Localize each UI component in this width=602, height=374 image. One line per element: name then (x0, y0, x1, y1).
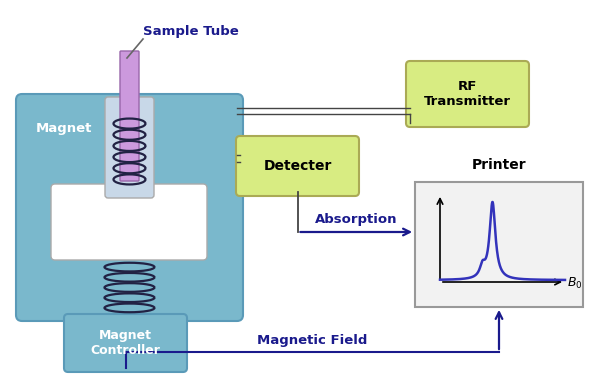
Text: RF
Transmitter: RF Transmitter (424, 80, 511, 108)
Text: Detecter: Detecter (263, 159, 332, 173)
Text: Magnet
Controller: Magnet Controller (90, 329, 161, 357)
FancyBboxPatch shape (236, 136, 359, 196)
FancyBboxPatch shape (120, 51, 139, 181)
FancyBboxPatch shape (406, 61, 529, 127)
Text: Magnet: Magnet (36, 122, 92, 135)
FancyBboxPatch shape (105, 97, 154, 198)
Bar (415, 182, 583, 307)
FancyBboxPatch shape (64, 314, 187, 372)
Text: Printer: Printer (472, 158, 526, 172)
Text: Absorption: Absorption (315, 213, 397, 226)
FancyBboxPatch shape (16, 94, 243, 321)
FancyBboxPatch shape (51, 184, 207, 260)
Text: Sample Tube: Sample Tube (143, 25, 239, 38)
Text: Magnetic Field: Magnetic Field (257, 334, 367, 347)
Text: $B_0$: $B_0$ (567, 275, 583, 291)
